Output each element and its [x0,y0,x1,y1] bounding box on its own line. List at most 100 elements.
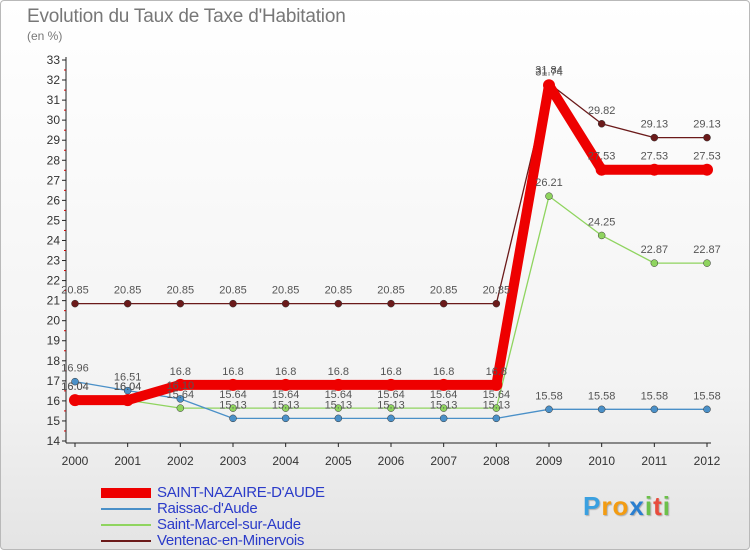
series-line-0 [70,80,712,406]
y-tick-label: 29 [47,133,61,147]
data-label: 20.85 [167,285,195,297]
data-point [545,405,553,414]
data-label: 16.8 [275,366,296,378]
data-label: 31.74 [535,66,563,78]
data-point [174,378,187,391]
axes: 14 15 16 17 18 19 20 21 22 23 24 25 26 27 28 29 30 31 32 33… [47,53,721,468]
data-label: 16.04 [114,381,142,393]
data-point [437,378,450,391]
data-label: 20.85 [325,285,353,297]
legend-swatch [101,540,151,542]
data-label: 27.53 [588,151,616,163]
data-point [121,394,134,407]
data-point [703,133,711,142]
data-label: 20.85 [272,285,300,297]
y-tick-label: 30 [47,113,61,127]
data-label: 16.8 [486,366,507,378]
data-point [176,395,185,403]
data-point [543,79,555,92]
logo-letter: x [629,491,645,521]
data-label: 22.87 [641,244,669,256]
data-label: 20.85 [61,285,89,297]
y-tick-label: 32 [47,73,61,87]
y-tick-label: 17 [47,374,61,388]
data-label: 15.13 [325,399,353,411]
data-label: 29.13 [693,119,721,131]
data-label: 15.13 [483,399,511,411]
x-tick-label: 2001 [114,454,141,468]
data-label: 27.53 [641,151,669,163]
data-label: 16.04 [114,381,142,393]
x-tick-label: 2002 [167,454,194,468]
legend-label: SAINT-NAZAIRE-D'AUDE [157,484,325,501]
data-label: 15.64 [377,389,405,401]
data-label: 15.13 [430,399,458,411]
chart-unit: (en %) [27,29,63,43]
data-label: 15.58 [535,390,563,402]
data-point [71,299,79,308]
data-point [281,404,290,412]
logo-letter: i [644,491,654,521]
x-tick-label: 2000 [62,454,89,468]
x-tick-label: 2007 [430,454,457,468]
proxiti-logo: Proxiti [583,491,671,522]
x-tick-label: 2003 [220,454,247,468]
data-label: 20.85 [219,285,247,297]
data-point [439,299,448,308]
data-point [701,163,713,176]
data-point [650,133,659,142]
data-point [490,378,503,391]
data-point [334,404,343,412]
legend-swatch [101,488,151,498]
data-label: 15.58 [588,390,616,402]
series-lines [69,79,713,423]
x-tick-label: 2004 [272,454,299,468]
data-point [439,404,448,412]
data-label: 16.8 [222,366,243,378]
data-point [703,405,711,414]
legend-swatch [101,508,151,510]
data-label: 16.96 [61,363,89,375]
data-label: 26.21 [535,177,563,189]
data-label: 20.85 [430,285,458,297]
data-point [597,120,606,128]
data-point [281,299,290,308]
data-label: 16.04 [61,381,89,393]
logo-letter: o [612,491,630,521]
data-label: 15.64 [219,389,247,401]
data-label: 15.64 [272,389,300,401]
data-label: 16.51 [114,372,142,384]
data-point [176,404,185,412]
data-label: 29.13 [641,119,669,131]
logo-letter: r [601,491,613,521]
data-point [279,378,292,391]
data-point [492,299,501,308]
data-label: 22.87 [693,244,721,256]
y-tick-label: 20 [47,314,61,328]
y-tick-label: 23 [47,254,61,268]
y-tick-label: 28 [47,153,61,167]
data-label: 15.64 [325,389,353,401]
y-tick-label: 24 [47,233,61,247]
legend-label: Saint-Marcel-sur-Aude [157,516,301,533]
y-tick-label: 18 [47,354,61,368]
data-point [387,414,395,423]
x-tick-label: 2006 [378,454,405,468]
x-tick-label: 2008 [483,454,510,468]
y-tick-label: 19 [47,334,61,348]
data-point [229,414,237,423]
data-point [650,259,659,267]
data-label: 16.8 [380,366,401,378]
data-point [123,299,132,308]
data-label: 15.64 [167,389,195,401]
data-point [229,404,237,412]
y-tick-label: 15 [47,414,61,428]
y-tick-label: 25 [47,213,61,227]
y-tick-label: 21 [47,294,61,308]
data-label: 16.10 [167,380,195,392]
logo-letter: i [662,491,671,521]
data-point [281,414,290,423]
data-label: 15.13 [377,399,405,411]
y-tick-label: 33 [47,53,61,67]
